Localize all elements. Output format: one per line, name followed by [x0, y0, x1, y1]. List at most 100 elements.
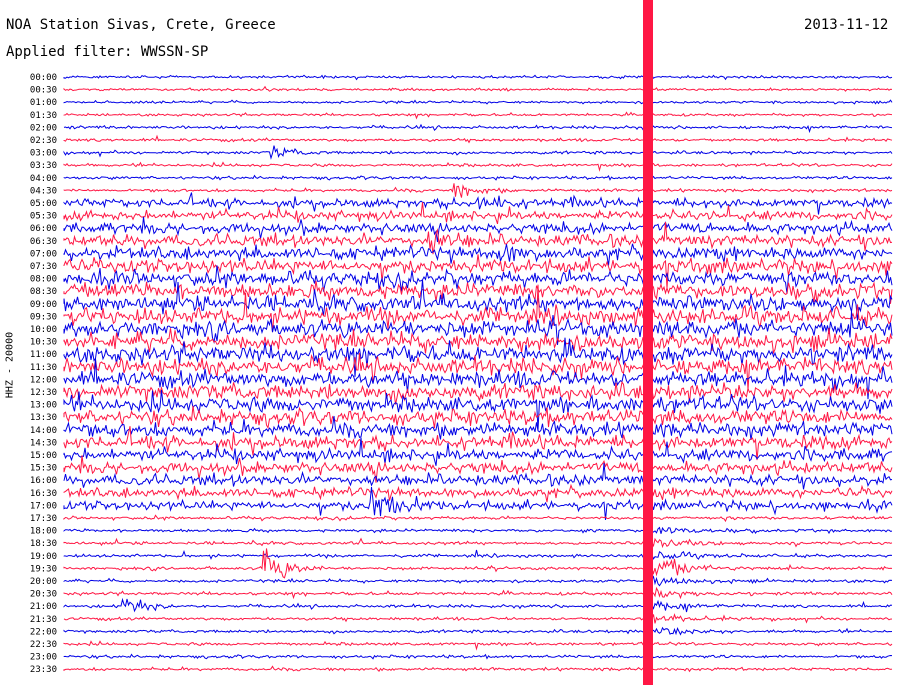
time-label: 13:00: [30, 401, 57, 411]
time-label: 18:30: [30, 539, 57, 549]
trace-line: [63, 145, 893, 160]
trace-line: [63, 134, 893, 144]
time-label: 21:30: [30, 615, 57, 625]
time-label: 23:00: [30, 653, 57, 663]
trace-line: [63, 405, 893, 430]
trace-line: [63, 526, 893, 535]
time-label: 10:00: [30, 325, 57, 335]
time-label: 04:30: [30, 186, 57, 196]
trace-line: [63, 437, 893, 466]
filter-label: Applied filter: WWSSN-SP: [6, 44, 209, 60]
time-label: 00:00: [30, 73, 57, 83]
trace-line: [63, 279, 893, 321]
time-label: 09:30: [30, 312, 57, 322]
time-label: 22:30: [30, 640, 57, 650]
trace-line: [63, 192, 893, 215]
trace-line: [63, 311, 893, 345]
time-labels: 00:00 00:30 01:00 01:30 02:00 02:30 03:00 03:30…: [30, 73, 57, 675]
trace-line: [63, 415, 893, 440]
large-earthquake-saturation: [643, 0, 653, 685]
time-label: 10:30: [30, 338, 57, 348]
trace-line: [63, 549, 893, 560]
time-label: 08:30: [30, 287, 57, 297]
trace-line: [63, 327, 893, 355]
trace-line: [63, 265, 893, 294]
time-label: 05:00: [30, 199, 57, 209]
time-label: 13:30: [30, 413, 57, 423]
time-label: 14:00: [30, 426, 57, 436]
trace-line: [63, 202, 893, 225]
time-label: 16:30: [30, 489, 57, 499]
trace-line: [63, 613, 893, 624]
time-label: 17:30: [30, 514, 57, 524]
trace-line: [63, 537, 893, 549]
trace-line: [63, 99, 893, 105]
trace-line: [63, 284, 893, 333]
time-label: 01:30: [30, 111, 57, 121]
time-label: 21:00: [30, 602, 57, 612]
time-label: 03:30: [30, 161, 57, 171]
trace-line: [63, 455, 893, 483]
trace-line: [63, 653, 893, 660]
trace-line: [63, 174, 893, 181]
time-label: 02:00: [30, 123, 57, 133]
time-label: 09:00: [30, 300, 57, 310]
time-label: 01:00: [30, 98, 57, 108]
trace-line: [63, 111, 893, 120]
trace-line: [63, 254, 893, 289]
trace-line: [63, 426, 893, 461]
trace-line: [63, 626, 893, 636]
trace-line: [63, 123, 893, 134]
time-label: 06:00: [30, 224, 57, 234]
time-label: 14:30: [30, 438, 57, 448]
seismogram-traces: [63, 74, 893, 673]
trace-line: [63, 352, 893, 391]
trace-line: [63, 161, 893, 172]
time-label: 07:30: [30, 262, 57, 272]
time-label: 00:30: [30, 86, 57, 96]
time-label: 22:00: [30, 627, 57, 637]
trace-line: [63, 390, 893, 431]
trace-line: [63, 183, 893, 198]
time-label: 15:30: [30, 464, 57, 474]
time-label: 08:00: [30, 275, 57, 285]
time-label: 20:00: [30, 577, 57, 587]
trace-line: [63, 280, 893, 304]
time-label: 15:00: [30, 451, 57, 461]
time-label: 03:00: [30, 149, 57, 159]
time-label: 12:00: [30, 375, 57, 385]
time-label: 11:30: [30, 363, 57, 373]
trace-line: [63, 514, 893, 523]
time-label: 07:00: [30, 249, 57, 259]
trace-line: [63, 548, 893, 579]
time-label: 19:00: [30, 552, 57, 562]
time-label: 06:30: [30, 237, 57, 247]
time-label: 11:00: [30, 350, 57, 360]
time-label: 18:00: [30, 527, 57, 537]
trace-line: [63, 575, 893, 587]
trace-line: [63, 222, 893, 255]
time-label: 23:30: [30, 665, 57, 675]
trace-line: [63, 243, 893, 266]
trace-line: [63, 74, 893, 81]
trace-line: [63, 216, 893, 243]
time-label: 20:30: [30, 590, 57, 600]
trace-line: [63, 487, 893, 520]
trace-line: [63, 380, 893, 405]
trace-line: [63, 337, 893, 377]
trace-line: [63, 462, 893, 490]
time-label: 17:00: [30, 501, 57, 511]
trace-line: [63, 358, 893, 400]
time-label: 05:30: [30, 212, 57, 222]
time-label: 04:00: [30, 174, 57, 184]
trace-line: [63, 665, 893, 673]
record-date: 2013-11-12: [804, 17, 889, 33]
time-label: 02:30: [30, 136, 57, 146]
trace-line: [63, 597, 893, 613]
trace-line: [63, 85, 893, 92]
time-label: 12:30: [30, 388, 57, 398]
station-title: NOA Station Sivas, Crete, Greece: [6, 17, 276, 33]
trace-line: [63, 640, 893, 651]
trace-line: [63, 586, 893, 600]
